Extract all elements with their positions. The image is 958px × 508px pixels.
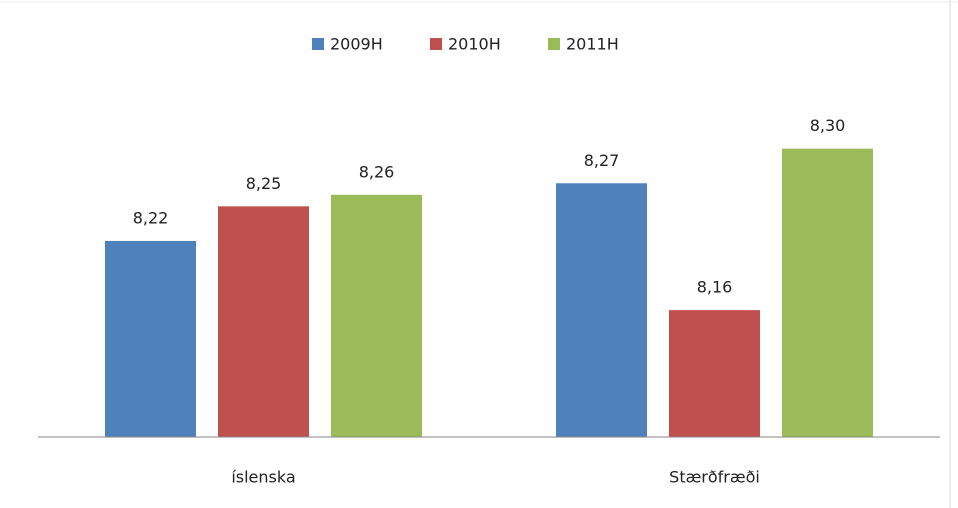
x-tick-label: íslenska <box>231 468 295 487</box>
legend-label: 2011H <box>566 35 619 54</box>
value-label: 8,30 <box>810 116 846 135</box>
x-tick-label: Stærðfræði <box>669 468 760 487</box>
bar <box>331 194 422 437</box>
bar <box>669 310 760 437</box>
value-label: 8,26 <box>359 162 395 181</box>
legend-swatch <box>548 38 560 50</box>
legend-label: 2009H <box>330 35 383 54</box>
value-label: 8,25 <box>246 174 282 193</box>
legend-label: 2010H <box>448 35 501 54</box>
bar <box>782 148 873 437</box>
legend-swatch <box>312 38 324 50</box>
bar <box>556 183 647 437</box>
bar <box>105 240 196 437</box>
legend-swatch <box>430 38 442 50</box>
value-label: 8,22 <box>133 208 169 227</box>
value-label: 8,16 <box>697 278 733 297</box>
bar <box>218 206 309 437</box>
value-label: 8,27 <box>584 151 620 170</box>
